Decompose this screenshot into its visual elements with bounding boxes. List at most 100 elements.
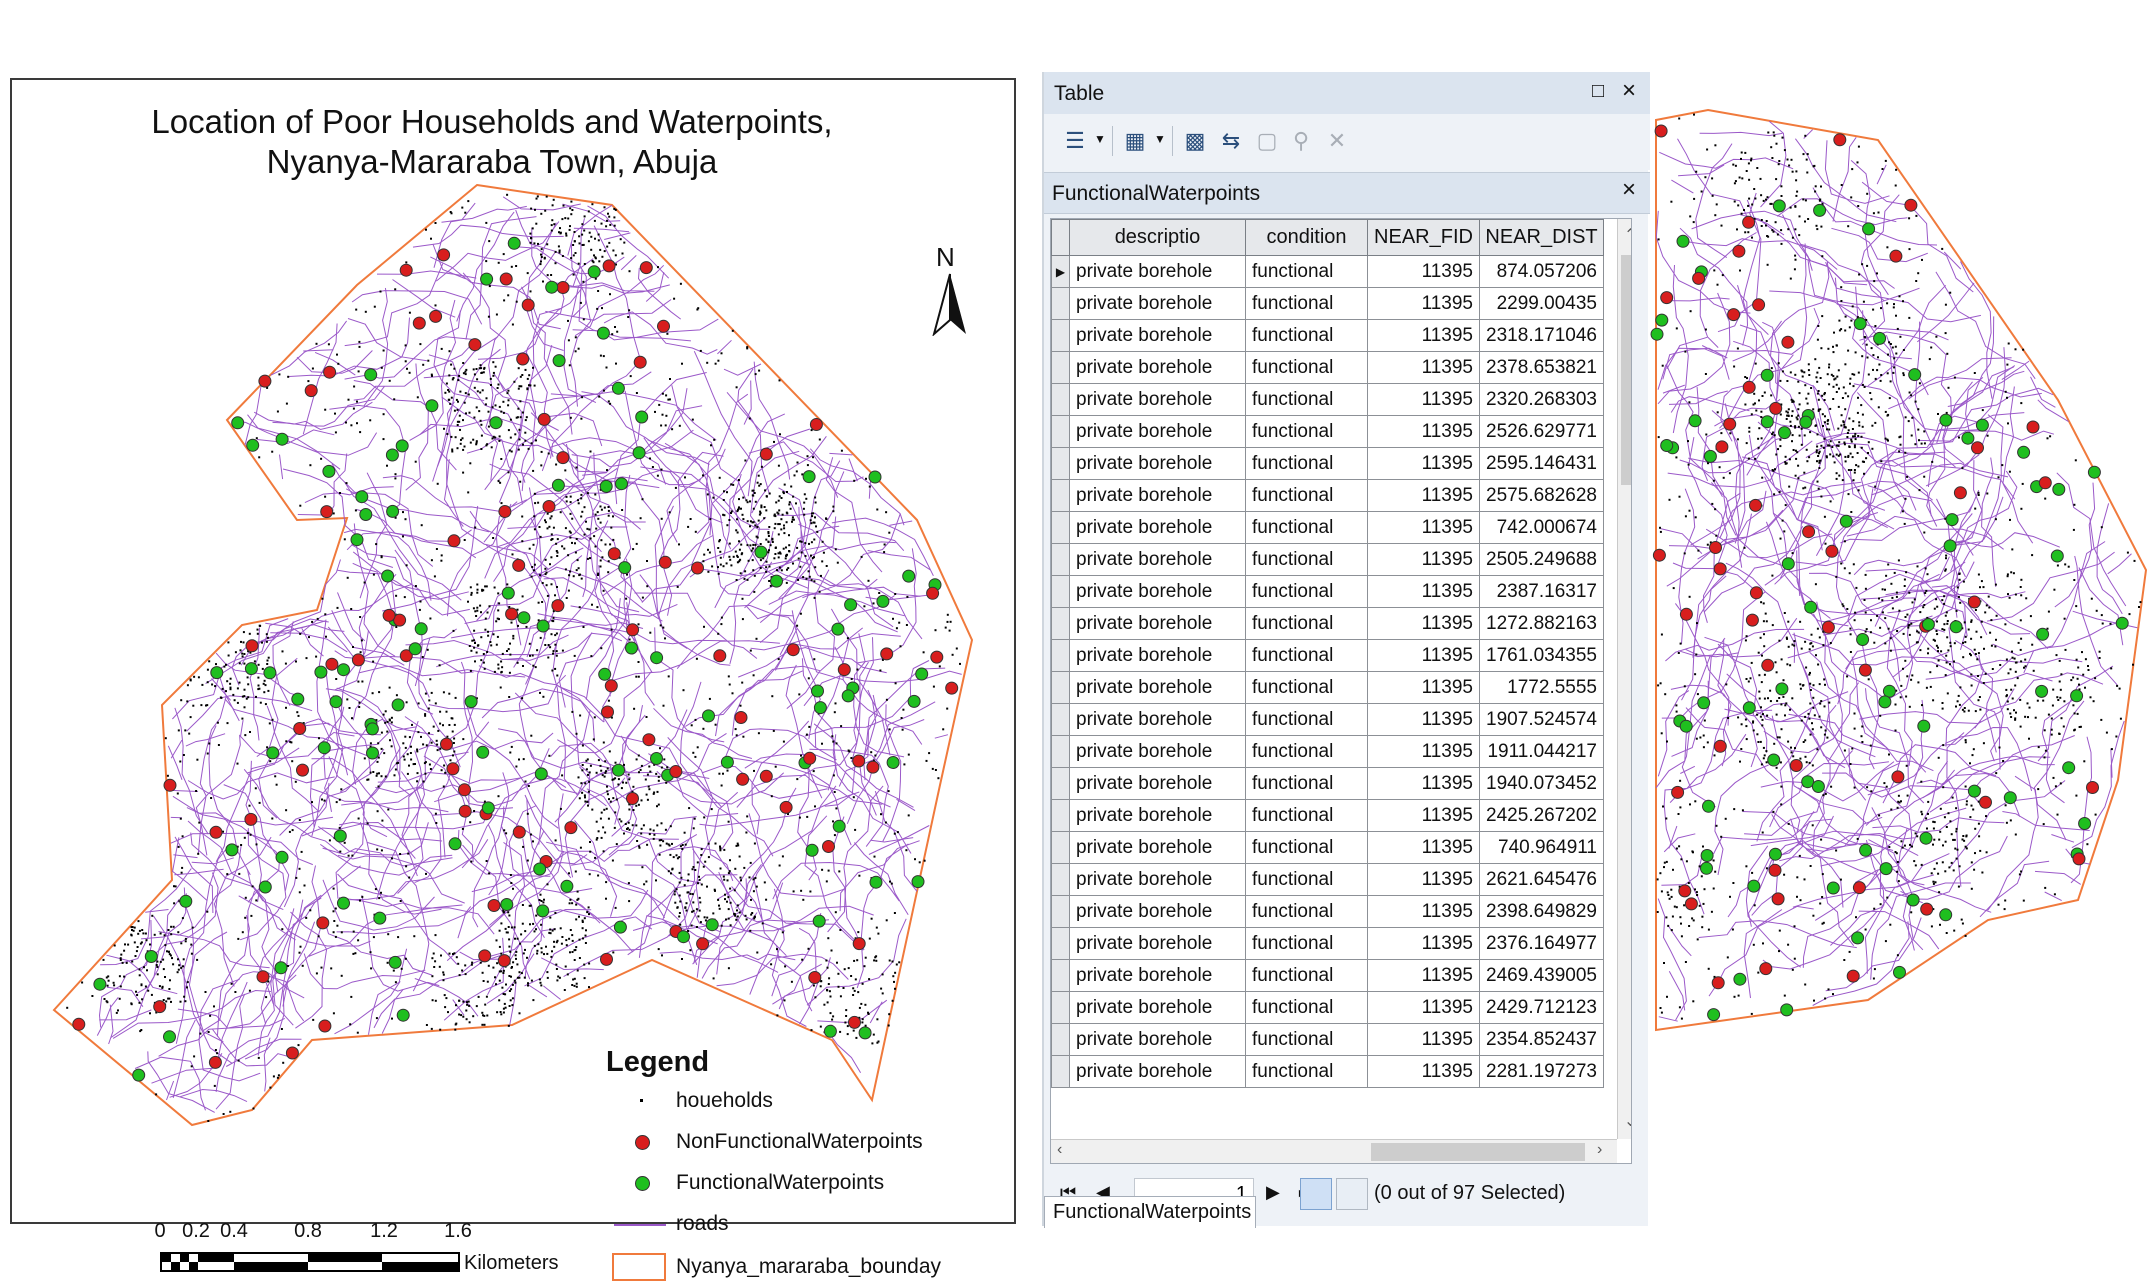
row-selector[interactable] xyxy=(1052,576,1070,608)
cell-descriptio[interactable]: private borehole xyxy=(1070,352,1246,384)
cell-descriptio[interactable]: private borehole xyxy=(1070,576,1246,608)
cell-descriptio[interactable]: private borehole xyxy=(1070,992,1246,1024)
cell-near-dist[interactable]: 1907.524574 xyxy=(1480,704,1604,736)
cell-condition[interactable]: functional xyxy=(1246,1024,1368,1056)
cell-near-fid[interactable]: 11395 xyxy=(1368,928,1480,960)
clear-selection-icon[interactable]: ▢ xyxy=(1250,124,1284,158)
cell-near-dist[interactable]: 2575.682628 xyxy=(1480,480,1604,512)
cell-near-dist[interactable]: 2505.249688 xyxy=(1480,544,1604,576)
cell-descriptio[interactable]: private borehole xyxy=(1070,896,1246,928)
cell-condition[interactable]: functional xyxy=(1246,384,1368,416)
cell-condition[interactable]: functional xyxy=(1246,1056,1368,1088)
cell-descriptio[interactable]: private borehole xyxy=(1070,864,1246,896)
cell-near-fid[interactable]: 11395 xyxy=(1368,288,1480,320)
chevron-left-icon[interactable]: ‹ xyxy=(1057,1141,1062,1159)
cell-near-fid[interactable]: 11395 xyxy=(1368,448,1480,480)
cell-descriptio[interactable]: private borehole xyxy=(1070,960,1246,992)
row-selector[interactable] xyxy=(1052,480,1070,512)
cell-near-dist[interactable]: 2281.197273 xyxy=(1480,1056,1604,1088)
chevron-right-icon[interactable]: › xyxy=(1597,1141,1602,1159)
cell-near-dist[interactable]: 2354.852437 xyxy=(1480,1024,1604,1056)
cell-condition[interactable]: functional xyxy=(1246,320,1368,352)
cell-near-fid[interactable]: 11395 xyxy=(1368,992,1480,1024)
cell-near-dist[interactable]: 740.964911 xyxy=(1480,832,1604,864)
cell-condition[interactable]: functional xyxy=(1246,608,1368,640)
cell-near-dist[interactable]: 2320.268303 xyxy=(1480,384,1604,416)
row-selector[interactable] xyxy=(1052,640,1070,672)
cell-descriptio[interactable]: private borehole xyxy=(1070,768,1246,800)
cell-near-fid[interactable]: 11395 xyxy=(1368,800,1480,832)
cell-near-dist[interactable]: 2429.712123 xyxy=(1480,992,1604,1024)
cell-near-dist[interactable]: 2318.171046 xyxy=(1480,320,1604,352)
select-by-attributes-icon[interactable]: ▩ xyxy=(1178,124,1212,158)
cell-near-fid[interactable]: 11395 xyxy=(1368,320,1480,352)
cell-descriptio[interactable]: private borehole xyxy=(1070,640,1246,672)
cell-condition[interactable]: functional xyxy=(1246,704,1368,736)
cell-near-dist[interactable]: 2425.267202 xyxy=(1480,800,1604,832)
switch-selection-icon[interactable]: ⇆ xyxy=(1214,124,1248,158)
horizontal-scrollbar[interactable]: ‹ › xyxy=(1051,1139,1617,1164)
scrollbar-thumb[interactable] xyxy=(1621,255,1632,485)
cell-near-fid[interactable]: 11395 xyxy=(1368,416,1480,448)
row-selector[interactable] xyxy=(1052,800,1070,832)
cell-condition[interactable]: functional xyxy=(1246,672,1368,704)
cell-condition[interactable]: functional xyxy=(1246,448,1368,480)
row-selector[interactable]: ▶ xyxy=(1052,256,1070,288)
cell-near-dist[interactable]: 1911.044217 xyxy=(1480,736,1604,768)
cell-condition[interactable]: functional xyxy=(1246,512,1368,544)
row-selector[interactable] xyxy=(1052,1056,1070,1088)
column-header[interactable]: NEAR_FID xyxy=(1368,220,1480,256)
cell-near-fid[interactable]: 11395 xyxy=(1368,576,1480,608)
show-all-records-button[interactable] xyxy=(1300,1178,1332,1210)
cell-condition[interactable]: functional xyxy=(1246,768,1368,800)
cell-near-fid[interactable]: 11395 xyxy=(1368,480,1480,512)
row-selector[interactable] xyxy=(1052,832,1070,864)
cell-near-dist[interactable]: 2526.629771 xyxy=(1480,416,1604,448)
cell-descriptio[interactable]: private borehole xyxy=(1070,736,1246,768)
cell-near-fid[interactable]: 11395 xyxy=(1368,608,1480,640)
cell-near-fid[interactable]: 11395 xyxy=(1368,704,1480,736)
cell-descriptio[interactable]: private borehole xyxy=(1070,928,1246,960)
row-selector[interactable] xyxy=(1052,288,1070,320)
row-selector[interactable] xyxy=(1052,960,1070,992)
cell-descriptio[interactable]: private borehole xyxy=(1070,672,1246,704)
column-header[interactable]: condition xyxy=(1246,220,1368,256)
cell-condition[interactable]: functional xyxy=(1246,896,1368,928)
row-selector[interactable] xyxy=(1052,928,1070,960)
maximize-icon[interactable]: □ xyxy=(1592,80,1604,103)
cell-near-dist[interactable]: 1761.034355 xyxy=(1480,640,1604,672)
cell-descriptio[interactable]: private borehole xyxy=(1070,512,1246,544)
cell-descriptio[interactable]: private borehole xyxy=(1070,1024,1246,1056)
close-icon[interactable]: × xyxy=(1622,176,1636,204)
cell-near-fid[interactable]: 11395 xyxy=(1368,352,1480,384)
table-tab[interactable]: FunctionalWaterpoints xyxy=(1044,1196,1256,1228)
cell-condition[interactable]: functional xyxy=(1246,832,1368,864)
chevron-down-icon[interactable]: ▼ xyxy=(1154,132,1166,146)
data-view-map[interactable] xyxy=(1648,100,2156,1060)
chevron-down-icon[interactable]: ⌄ xyxy=(1624,1111,1632,1131)
cell-condition[interactable]: functional xyxy=(1246,640,1368,672)
cell-near-fid[interactable]: 11395 xyxy=(1368,768,1480,800)
cell-near-dist[interactable]: 1940.073452 xyxy=(1480,768,1604,800)
cell-near-dist[interactable]: 2398.649829 xyxy=(1480,896,1604,928)
cell-condition[interactable]: functional xyxy=(1246,800,1368,832)
cell-near-dist[interactable]: 2378.653821 xyxy=(1480,352,1604,384)
cell-near-fid[interactable]: 11395 xyxy=(1368,544,1480,576)
show-selected-records-button[interactable] xyxy=(1336,1178,1368,1210)
row-selector[interactable] xyxy=(1052,384,1070,416)
cell-descriptio[interactable]: private borehole xyxy=(1070,608,1246,640)
cell-near-fid[interactable]: 11395 xyxy=(1368,1056,1480,1088)
